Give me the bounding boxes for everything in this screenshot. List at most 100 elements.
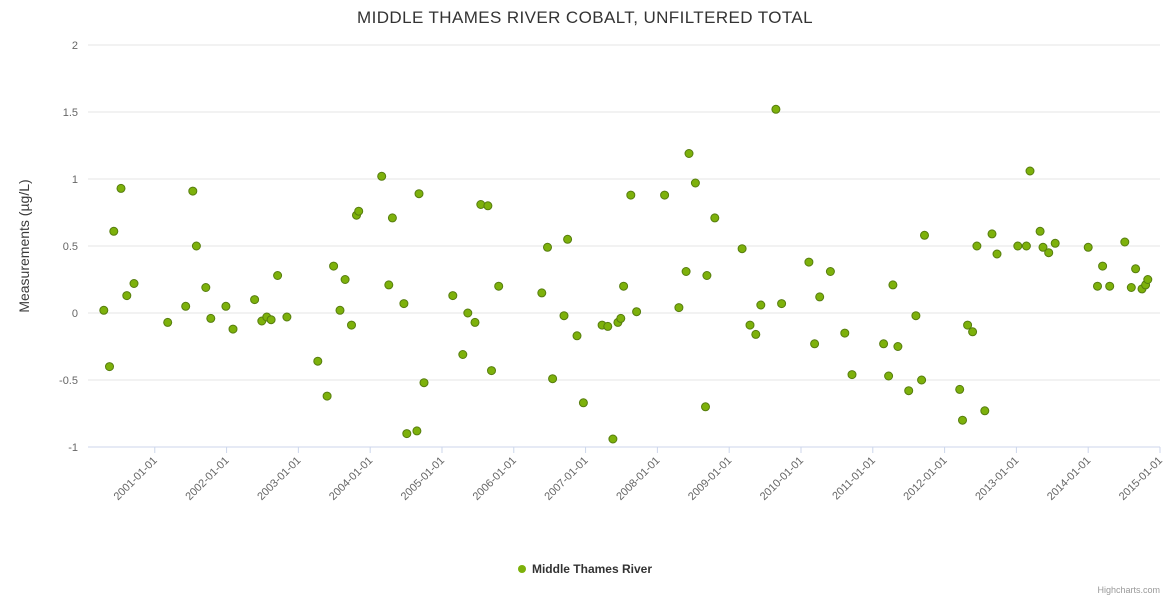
data-point[interactable]: [191, 241, 201, 251]
data-point[interactable]: [322, 391, 332, 401]
data-point[interactable]: [963, 320, 973, 330]
data-point[interactable]: [920, 230, 929, 240]
data-point[interactable]: [810, 339, 820, 349]
data-point[interactable]: [414, 189, 424, 199]
data-point[interactable]: [1050, 238, 1060, 248]
data-point[interactable]: [181, 301, 191, 311]
data-point[interactable]: [756, 300, 766, 310]
data-point[interactable]: [273, 271, 283, 280]
data-point[interactable]: [777, 299, 787, 309]
data-point[interactable]: [228, 324, 238, 334]
data-point[interactable]: [335, 305, 345, 315]
data-point[interactable]: [399, 299, 409, 309]
data-point[interactable]: [616, 313, 626, 323]
data-point[interactable]: [1131, 264, 1141, 274]
data-point[interactable]: [701, 402, 710, 412]
data-point[interactable]: [968, 327, 978, 337]
data-point[interactable]: [105, 362, 114, 372]
data-point[interactable]: [470, 317, 480, 327]
data-point[interactable]: [563, 234, 573, 244]
data-point[interactable]: [684, 149, 694, 158]
data-point[interactable]: [543, 242, 552, 252]
data-point[interactable]: [847, 370, 857, 380]
data-point[interactable]: [603, 321, 613, 331]
data-point[interactable]: [815, 292, 825, 302]
data-point[interactable]: [487, 366, 496, 376]
data-point[interactable]: [745, 320, 755, 330]
data-point[interactable]: [483, 201, 493, 211]
data-point[interactable]: [221, 301, 231, 311]
data-point[interactable]: [412, 426, 422, 436]
data-point[interactable]: [660, 190, 670, 200]
data-point[interactable]: [340, 275, 350, 284]
data-point[interactable]: [347, 320, 356, 330]
legend-item-middle-thames-river[interactable]: Middle Thames River: [0, 562, 1170, 576]
data-point[interactable]: [354, 206, 364, 216]
data-point[interactable]: [559, 311, 569, 321]
data-point[interactable]: [1035, 226, 1045, 236]
data-point[interactable]: [702, 271, 712, 280]
data-point[interactable]: [1143, 275, 1153, 284]
data-point[interactable]: [608, 434, 618, 444]
data-point[interactable]: [987, 229, 997, 239]
data-point[interactable]: [980, 406, 990, 416]
data-point[interactable]: [1013, 241, 1023, 251]
data-point[interactable]: [840, 328, 850, 338]
data-point[interactable]: [690, 178, 700, 188]
data-point[interactable]: [1038, 242, 1048, 252]
data-point[interactable]: [458, 350, 468, 359]
data-point[interactable]: [1025, 166, 1035, 176]
data-point[interactable]: [1098, 261, 1108, 271]
data-point[interactable]: [572, 331, 582, 341]
data-point[interactable]: [99, 305, 109, 315]
data-point[interactable]: [282, 312, 292, 322]
data-point[interactable]: [163, 317, 173, 327]
data-point[interactable]: [884, 371, 894, 381]
data-point[interactable]: [825, 267, 835, 276]
data-point[interactable]: [1120, 237, 1130, 247]
data-point[interactable]: [972, 241, 982, 251]
data-point[interactable]: [250, 295, 260, 305]
data-point[interactable]: [958, 415, 967, 425]
data-point[interactable]: [448, 291, 458, 301]
data-point[interactable]: [771, 104, 781, 114]
data-point[interactable]: [879, 339, 889, 349]
data-point[interactable]: [904, 386, 914, 396]
data-point[interactable]: [129, 279, 139, 288]
data-point[interactable]: [387, 213, 397, 223]
data-point[interactable]: [1083, 242, 1093, 252]
data-point[interactable]: [674, 303, 684, 313]
data-point[interactable]: [619, 281, 629, 291]
data-point[interactable]: [888, 280, 898, 290]
data-point[interactable]: [266, 315, 276, 325]
data-point[interactable]: [109, 226, 119, 236]
data-point[interactable]: [329, 261, 339, 271]
data-point[interactable]: [206, 313, 216, 323]
data-point[interactable]: [494, 281, 504, 291]
data-point[interactable]: [893, 342, 903, 351]
data-point[interactable]: [955, 384, 965, 394]
data-point[interactable]: [384, 280, 394, 290]
data-point[interactable]: [377, 171, 387, 181]
data-point[interactable]: [1105, 281, 1115, 291]
data-point[interactable]: [710, 213, 720, 223]
data-point[interactable]: [737, 244, 747, 254]
data-point[interactable]: [419, 378, 429, 388]
data-point[interactable]: [537, 288, 547, 298]
data-point[interactable]: [188, 186, 198, 196]
data-point[interactable]: [116, 183, 126, 193]
data-point[interactable]: [917, 375, 927, 385]
data-point[interactable]: [1126, 283, 1136, 292]
data-point[interactable]: [626, 190, 636, 200]
data-point[interactable]: [463, 308, 473, 318]
data-point[interactable]: [804, 257, 814, 267]
data-point[interactable]: [681, 267, 691, 276]
data-point[interactable]: [578, 398, 588, 408]
data-point[interactable]: [548, 374, 558, 384]
data-point[interactable]: [402, 429, 412, 439]
data-point[interactable]: [911, 311, 921, 321]
data-point[interactable]: [313, 356, 323, 366]
data-point[interactable]: [1093, 281, 1102, 291]
data-point[interactable]: [751, 329, 761, 339]
credits-link[interactable]: Highcharts.com: [1097, 585, 1160, 595]
